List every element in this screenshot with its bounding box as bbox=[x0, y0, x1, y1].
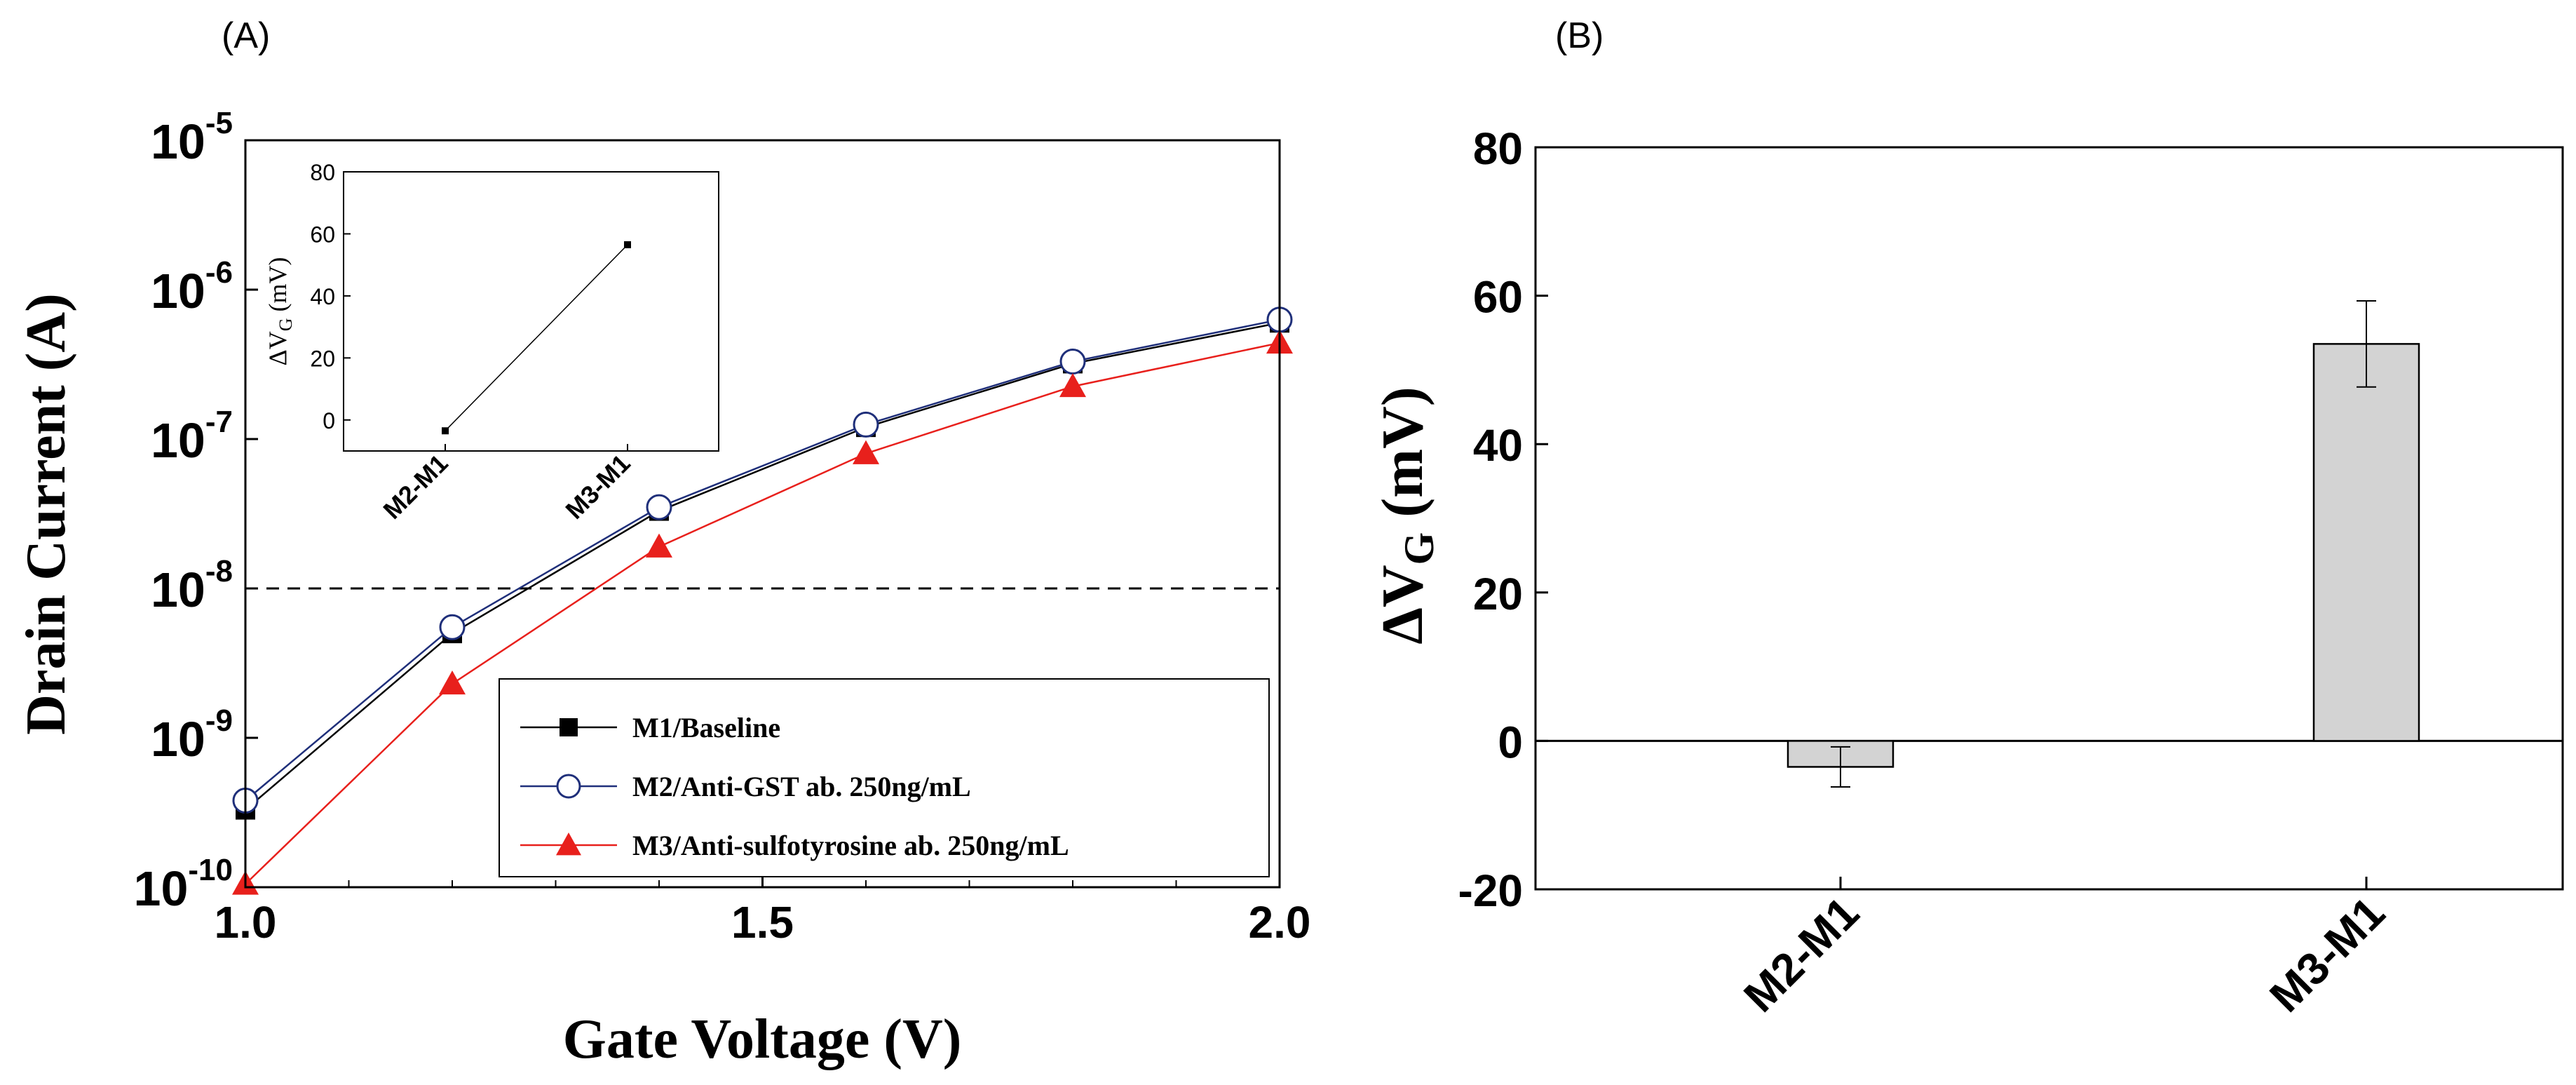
legend: M1/Baseline M2/Anti-GST ab. 250ng/mL M3/An… bbox=[499, 678, 1270, 877]
panel-a-chart: 1.0 1.5 2.0 10-10 10-9 10-8 10-7 10-6 10-5 Gate … bbox=[15, 106, 1310, 1070]
y-tick-label: 10-5 bbox=[151, 106, 233, 169]
series-line-m1 bbox=[245, 322, 1280, 811]
y-tick-label: 10-10 bbox=[134, 853, 233, 916]
inset-x-tick-label: M2-M1 bbox=[377, 449, 453, 525]
panel-label-a: (A) bbox=[222, 15, 270, 56]
inset-y-tick-label: 20 bbox=[310, 346, 335, 371]
x-tick-label: 1.5 bbox=[731, 897, 794, 948]
data-point-m2 bbox=[439, 614, 466, 640]
y-tick-label: 60 bbox=[1473, 272, 1523, 323]
inset-y-axis-label: ΔVG (mV) bbox=[264, 257, 296, 366]
y-tick-label: 0 bbox=[1498, 717, 1523, 767]
y-tick-label: 40 bbox=[1473, 420, 1523, 471]
y-tick-label: 20 bbox=[1473, 569, 1523, 619]
y-tick-label: 10-8 bbox=[151, 554, 233, 617]
x-tick-label: 1.0 bbox=[215, 897, 277, 948]
panel-b-plot-frame bbox=[1534, 146, 2564, 891]
x-tick-label: M3-M1 bbox=[2260, 887, 2394, 1022]
inset-y-tick-label: 60 bbox=[310, 222, 335, 247]
inset-y-tick-label: 0 bbox=[323, 408, 335, 433]
y-tick-label: 10-9 bbox=[151, 703, 233, 767]
inset-plot-frame bbox=[343, 171, 719, 452]
panel-a-y-axis-label: Drain Current (A) bbox=[15, 293, 77, 735]
data-point-m3 bbox=[439, 670, 466, 695]
data-point-m3 bbox=[1059, 372, 1086, 398]
inset-series-line bbox=[445, 244, 628, 431]
inset-data-point bbox=[442, 427, 449, 435]
panel-label-b: (B) bbox=[1555, 15, 1604, 56]
y-tick-label: 10-7 bbox=[151, 405, 233, 468]
legend-label-m1: M1/Baseline bbox=[632, 712, 780, 743]
legend-label-m3: M3/Anti-sulfotyrosine ab. 250ng/mL bbox=[632, 830, 1069, 861]
inset-y-tick-label: 40 bbox=[310, 284, 335, 309]
panel-b-chart: -20 0 20 40 60 80 M2-M1 M3-M1 ΔVG (mV) bbox=[1370, 123, 2564, 1022]
legend-marker-m1 bbox=[560, 718, 578, 736]
panel-a-x-axis-label: Gate Voltage (V) bbox=[563, 1009, 962, 1070]
data-point-m2 bbox=[853, 411, 879, 438]
legend-marker-m3 bbox=[556, 833, 581, 856]
y-tick-label: 80 bbox=[1473, 123, 1523, 174]
y-tick-label: -20 bbox=[1458, 865, 1524, 916]
y-tick-label: 10-6 bbox=[151, 255, 233, 318]
series-line-m3 bbox=[245, 342, 1280, 885]
series-line-m2 bbox=[245, 318, 1280, 802]
inset-data-point bbox=[624, 241, 631, 248]
inset-x-tick-label: M3-M1 bbox=[560, 449, 635, 525]
inset-chart: 0 20 40 60 80 M2-M1 M3-M1 ΔVG (mV) bbox=[264, 160, 719, 525]
data-point-m2 bbox=[646, 494, 672, 520]
data-point-m3 bbox=[646, 533, 672, 558]
legend-label-m2: M2/Anti-GST ab. 250ng/mL bbox=[632, 771, 971, 802]
panel-b-y-axis-label: ΔVG (mV) bbox=[1370, 386, 1442, 645]
inset-y-tick-label: 80 bbox=[310, 160, 335, 185]
legend-box bbox=[499, 678, 1270, 877]
data-point-m2 bbox=[1059, 349, 1086, 375]
x-tick-label: 2.0 bbox=[1249, 897, 1311, 948]
x-tick-label: M2-M1 bbox=[1734, 887, 1869, 1022]
bar-M3-M1 bbox=[2312, 343, 2420, 742]
data-point-m3 bbox=[853, 440, 879, 464]
legend-marker-m2 bbox=[556, 774, 581, 799]
